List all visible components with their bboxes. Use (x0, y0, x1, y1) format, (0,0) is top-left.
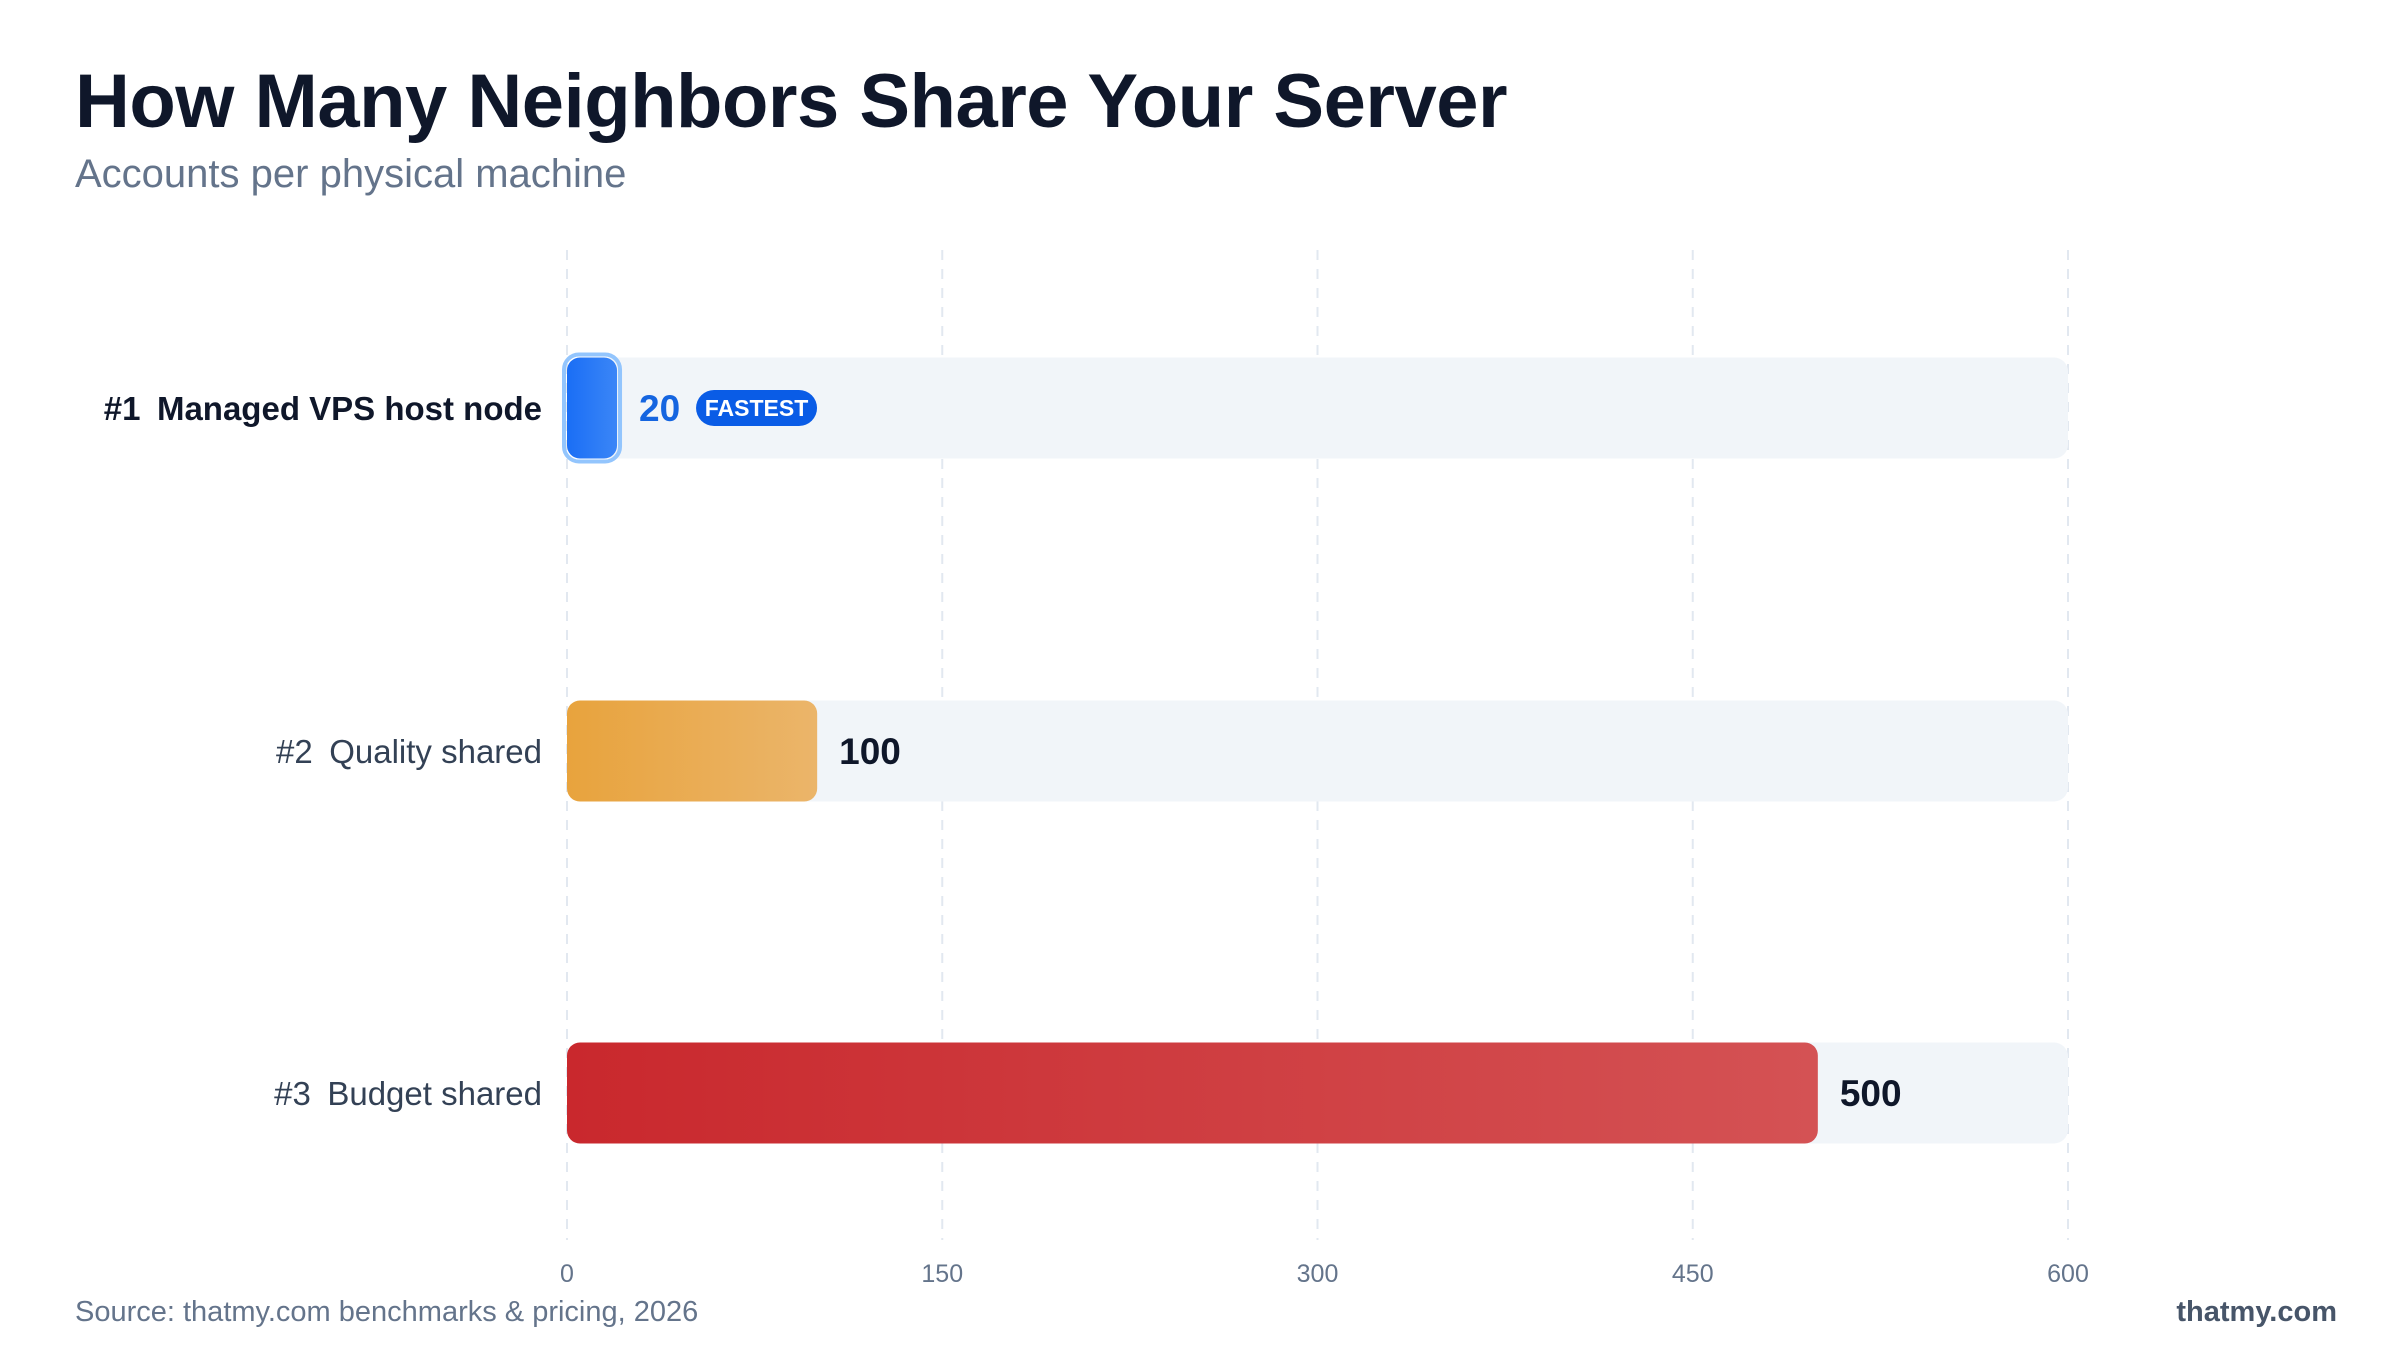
bar-labels: #1 Managed VPS host node 20 FASTEST #2 Qual… (104, 388, 1902, 1114)
brand-logo-text: thatmy.com (2176, 1296, 2337, 1328)
x-tick-label: 300 (1297, 1260, 1339, 1288)
rank-label: #1 (104, 390, 157, 427)
category-label: #2 Quality shared (276, 733, 542, 770)
bar-track (567, 700, 2068, 802)
category-name: Managed VPS host node (157, 390, 542, 427)
x-tick-label: 0 (560, 1260, 574, 1288)
category-name: Quality shared (329, 733, 542, 770)
x-axis-ticks: 0 150 300 450 600 (560, 1260, 2089, 1288)
category-name: Budget shared (327, 1075, 542, 1112)
bar (567, 1042, 1818, 1144)
bar-highlight-ring (562, 352, 623, 464)
source-note: Source: thatmy.com benchmarks & pricing,… (75, 1296, 699, 1328)
x-tick-label: 600 (2047, 1260, 2089, 1288)
category-label: #3 Budget shared (274, 1075, 542, 1112)
chart-title: How Many Neighbors Share Your Server (75, 59, 1508, 144)
badge-pill (696, 390, 818, 426)
category-label: #1 Managed VPS host node (104, 390, 542, 427)
x-tick-label: 450 (1672, 1260, 1714, 1288)
fastest-badge: FASTEST (705, 395, 809, 421)
bar (567, 357, 618, 459)
chart-subtitle: Accounts per physical machine (75, 152, 627, 196)
value-label: 100 (839, 731, 901, 772)
bar (567, 700, 818, 802)
rank-label: #3 (274, 1075, 327, 1112)
x-tick-label: 150 (921, 1260, 963, 1288)
rank-label: #2 (276, 733, 329, 770)
value-label: 500 (1840, 1073, 1902, 1114)
bars (562, 352, 1818, 1144)
value-label: 20 (639, 388, 680, 429)
bar-track (567, 357, 2068, 459)
